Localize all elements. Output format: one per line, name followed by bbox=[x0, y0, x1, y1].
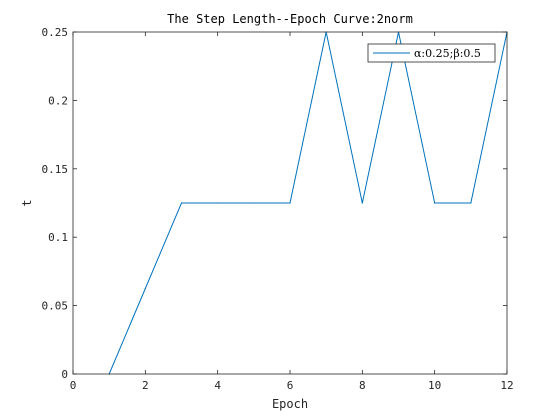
legend-entry-label: α:0.25;β:0.5 bbox=[414, 47, 481, 60]
data-point bbox=[253, 202, 255, 204]
x-tick-label: 2 bbox=[142, 379, 149, 392]
data-point bbox=[470, 202, 472, 204]
x-tick-label: 12 bbox=[500, 379, 513, 392]
data-point bbox=[289, 202, 291, 204]
x-tick-label: 10 bbox=[428, 379, 441, 392]
legend: α:0.25;β:0.5 bbox=[367, 43, 496, 63]
series-layer bbox=[108, 31, 508, 375]
data-point bbox=[144, 287, 146, 290]
data-point bbox=[361, 202, 363, 204]
y-axis-label: t bbox=[20, 199, 34, 206]
y-tick-label: 0.25 bbox=[42, 26, 69, 39]
series-line bbox=[108, 31, 508, 375]
chart-title: The Step Length--Epoch Curve:2norm bbox=[167, 12, 413, 26]
y-tick-label: 0.05 bbox=[42, 300, 69, 313]
x-tick-label: 0 bbox=[70, 379, 77, 392]
x-axis-ticks: 0 2 4 6 8 10 12 bbox=[70, 32, 514, 392]
y-tick-label: 0.15 bbox=[42, 163, 69, 176]
y-tick-label: 0.2 bbox=[48, 94, 68, 107]
y-tick-label: 0 bbox=[61, 368, 68, 381]
x-tick-label: 8 bbox=[359, 379, 366, 392]
x-tick-label: 4 bbox=[214, 379, 221, 392]
x-tick-label: 6 bbox=[287, 379, 294, 392]
y-axis-ticks: 0 0.05 0.1 0.15 0.2 0.25 bbox=[42, 26, 507, 381]
data-point bbox=[180, 202, 183, 204]
legend-box bbox=[367, 43, 496, 63]
data-point bbox=[434, 202, 436, 204]
y-tick-label: 0.1 bbox=[48, 231, 68, 244]
data-point bbox=[217, 202, 219, 204]
x-axis-label: Epoch bbox=[272, 397, 308, 411]
